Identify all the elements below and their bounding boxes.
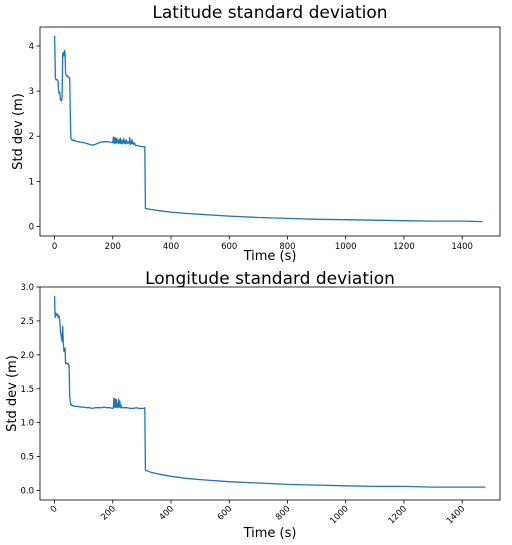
x-tick-label: 800 — [274, 504, 293, 523]
y-tick-label: 0 — [29, 223, 34, 233]
x-tick-label: 200 — [105, 242, 121, 252]
chart-title: Latitude standard deviation — [152, 3, 387, 23]
plot-frame — [40, 27, 500, 236]
x-tick-label: 0 — [49, 504, 60, 515]
x-tick-label: 1000 — [335, 242, 357, 252]
x-tick-label: 1400 — [451, 242, 473, 252]
y-tick-label: 3.0 — [20, 283, 34, 293]
x-tick-label: 1200 — [393, 242, 415, 252]
x-tick-label: 1200 — [387, 504, 409, 526]
x-tick-label: 600 — [216, 504, 235, 523]
y-tick-label: 1 — [29, 177, 34, 187]
y-tick-label: 0.0 — [20, 487, 34, 497]
series-line-1 — [55, 296, 486, 487]
series-line-1 — [55, 36, 483, 222]
x-tick-label: 600 — [221, 242, 237, 252]
x-tick-label: 200 — [99, 504, 118, 523]
x-axis-label: Time (s) — [243, 249, 297, 264]
x-tick-label: 1400 — [445, 504, 467, 526]
x-tick-label: 0 — [52, 242, 57, 252]
y-tick-label: 1.0 — [20, 419, 34, 429]
y-tick-label: 3 — [29, 87, 34, 97]
x-tick-label: 400 — [163, 242, 179, 252]
y-tick-label: 4 — [29, 42, 34, 52]
plot-frame — [40, 287, 500, 500]
y-tick-label: 1.5 — [20, 385, 34, 395]
y-tick-label: 2 — [29, 132, 34, 142]
chart-title: Longitude standard deviation — [145, 269, 395, 289]
y-axis-label: Std dev (m) — [5, 355, 20, 432]
y-axis-label: Std dev (m) — [11, 93, 26, 170]
y-tick-label: 2.5 — [20, 317, 34, 327]
y-tick-label: 2.0 — [20, 351, 34, 361]
chart-panel-2: Longitude standard deviation 0 200 400 600 80… — [5, 269, 500, 541]
x-axis-label: Time (s) — [243, 526, 297, 541]
y-tick-label: 0.5 — [20, 453, 34, 463]
x-tick-label: 1000 — [328, 504, 350, 526]
chart-panel-1: Latitude standard deviation0200400600800… — [11, 3, 500, 264]
x-tick-label: 400 — [158, 504, 177, 523]
